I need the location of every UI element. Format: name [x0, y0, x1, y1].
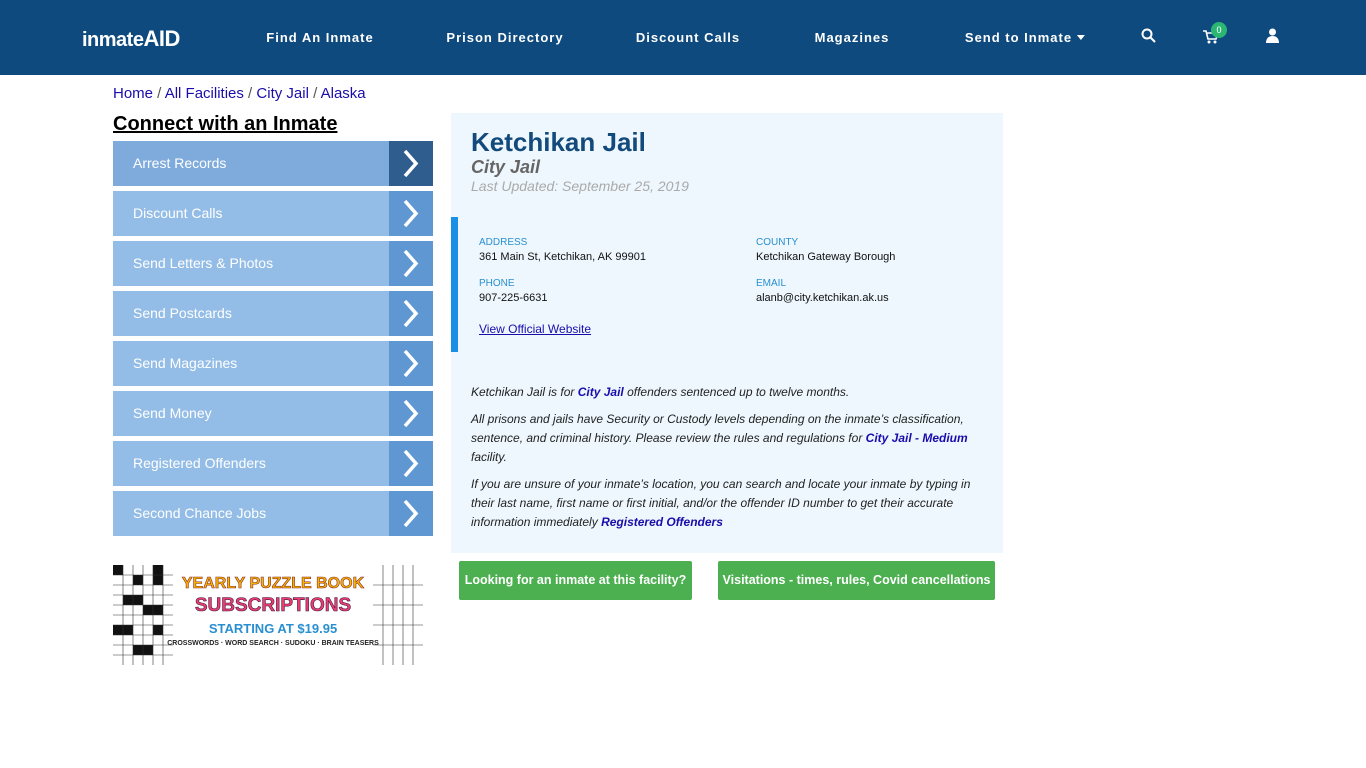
detail-value: alanb@city.ketchikan.ak.us: [756, 292, 889, 304]
arrow: [389, 441, 433, 486]
paragraph-text: offenders sentenced up to twelve months.: [623, 385, 850, 399]
nav-link[interactable]: Prison Directory: [446, 30, 564, 45]
caret: [1077, 35, 1086, 40]
paragraph-text: facility.: [471, 450, 507, 464]
paragraph-text: Ketchikan Jail is for: [471, 385, 578, 399]
facility-panel: Ketchikan Jail City Jail Last Updated: S…: [451, 113, 1003, 553]
breadcrumb-link[interactable]: All Facilities: [164, 85, 244, 102]
details-box: ADDRESS 361 Main St, Ketchikan, AK 99901…: [451, 217, 1003, 352]
arrow: [389, 291, 433, 336]
sidebar-link[interactable]: Registered Offenders: [113, 441, 433, 486]
sidebar-link-text: Send Postcards: [133, 305, 232, 321]
logo[interactable]: inmateAID: [82, 26, 180, 52]
ad-tagline: CROSSWORDS · WORD SEARCH · SUDOKU · BRAI…: [167, 640, 379, 647]
arrow: [389, 491, 433, 536]
button[interactable]: Looking for an inmate at this facility?: [459, 561, 692, 600]
detail-label: ADDRESS: [479, 237, 528, 248]
cart-count: 0: [1211, 22, 1227, 38]
sidebar-link[interactable]: Send Money: [113, 391, 433, 436]
last-updated: Last Updated: September 25, 2019: [471, 178, 689, 194]
detail-label: COUNTY: [756, 237, 799, 248]
nav-link[interactable]: Magazines: [814, 30, 890, 45]
detail-value: 907-225-6631: [479, 292, 548, 304]
ad-art: [113, 565, 423, 665]
logo-text: inmate: [82, 29, 144, 51]
nav-link[interactable]: Discount Calls: [635, 30, 741, 45]
ad-headline: SUBSCRIPTIONS: [194, 595, 352, 617]
paragraph-text: If you are unsure of your inmate’s locat…: [471, 477, 971, 529]
breadcrumb: Home / All Facilities / City Jail / Alas…: [113, 85, 366, 102]
sidebar-link-text: Arrest Records: [133, 155, 227, 171]
inline-link[interactable]: Registered Offenders: [601, 515, 723, 529]
ad-headline: YEARLY PUZZLE BOOK: [181, 575, 365, 593]
paragraph: If you are unsure of your inmate’s locat…: [471, 475, 981, 532]
sidebar-link-text: Send Letters & Photos: [133, 255, 274, 271]
arrow: [389, 391, 433, 436]
detail-value: 361 Main St, Ketchikan, AK 99901: [479, 251, 646, 263]
facility-title: Ketchikan Jail: [471, 127, 646, 157]
ad-banner[interactable]: YEARLY PUZZLE BOOK SUBSCRIPTIONS STARTIN…: [113, 565, 423, 665]
paragraph-text: All prisons and jails have Security or C…: [471, 412, 964, 445]
arrow: [389, 341, 433, 386]
paragraph: All prisons and jails have Security or C…: [471, 410, 981, 467]
nav-link[interactable]: Find An Inmate: [266, 30, 374, 45]
breadcrumb-link[interactable]: City Jail: [256, 85, 309, 102]
navbar: inmateAID Find An Inmate Prison Director…: [0, 0, 1366, 75]
sidebar-link[interactable]: Send Letters & Photos: [113, 241, 433, 286]
detail-value: Ketchikan Gateway Borough: [756, 251, 896, 263]
detail-label: EMAIL: [756, 278, 787, 289]
nav-link-text: Send to Inmate: [964, 30, 1073, 45]
sidebar-link-text: Second Chance Jobs: [133, 505, 267, 521]
logo-accent: AID: [143, 26, 180, 51]
inline-link[interactable]: City Jail - Medium: [865, 431, 968, 445]
sidebar-link[interactable]: Send Magazines: [113, 341, 433, 386]
button[interactable]: Visitations - times, rules, Covid cancel…: [718, 561, 995, 600]
paragraph: Ketchikan Jail is for City Jail offender…: [471, 383, 981, 402]
arrow: [389, 141, 433, 186]
nav-dropdown[interactable]: Send to Inmate: [964, 30, 1086, 45]
sidebar-title: Connect with an Inmate: [113, 113, 338, 135]
sidebar-link[interactable]: Send Postcards: [113, 291, 433, 336]
sidebar-link-text: Discount Calls: [133, 205, 223, 221]
detail-label: PHONE: [479, 278, 515, 289]
facility-subtitle: City Jail: [471, 157, 541, 177]
arrow: [389, 191, 433, 236]
sidebar-link-text: Send Money: [133, 405, 212, 421]
ad-price: STARTING AT $19.95: [208, 621, 338, 636]
search-icon[interactable]: [1141, 28, 1156, 43]
sidebar-link-text: Send Magazines: [133, 355, 238, 371]
sidebar-link-text: Registered Offenders: [133, 455, 266, 471]
breadcrumb-link[interactable]: Alaska: [320, 85, 366, 102]
user-icon[interactable]: [1266, 28, 1279, 43]
sidebar-link[interactable]: Second Chance Jobs: [113, 491, 433, 536]
inline-link[interactable]: City Jail: [577, 385, 624, 399]
website-link[interactable]: View Official Website: [479, 322, 592, 336]
arrow: [389, 241, 433, 286]
description: Ketchikan Jail is for City Jail offender…: [471, 383, 981, 540]
breadcrumb-link[interactable]: Home: [113, 85, 154, 102]
sidebar-link[interactable]: Arrest Records: [113, 141, 433, 186]
sidebar-link[interactable]: Discount Calls: [113, 191, 433, 236]
